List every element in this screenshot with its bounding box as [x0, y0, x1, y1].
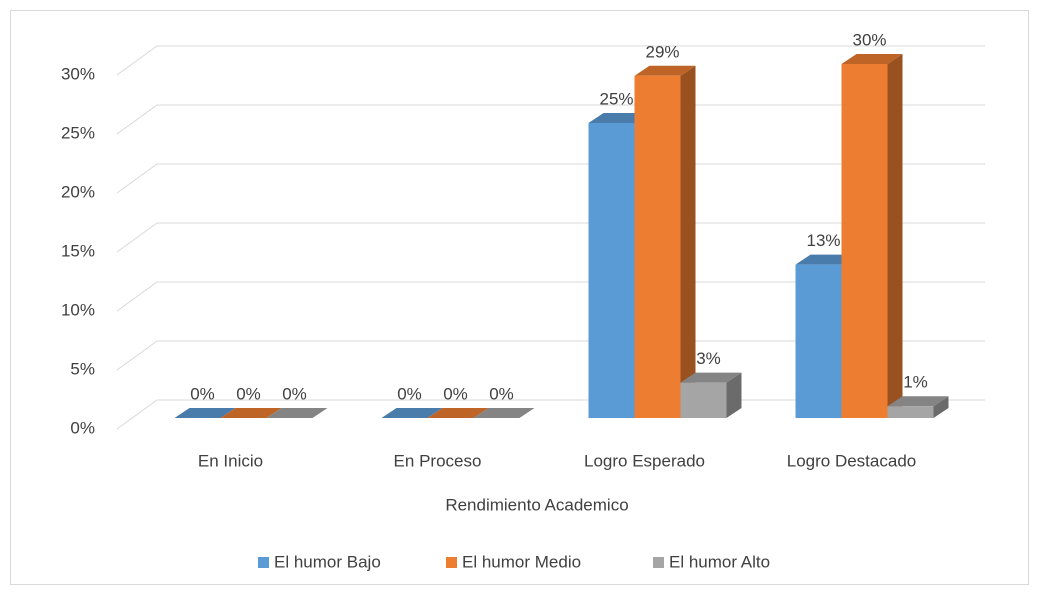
value-label: 0% [489, 384, 514, 403]
grid-line [116, 163, 985, 194]
x-tick-label: En Inicio [198, 451, 263, 470]
bar [680, 372, 742, 418]
bar-face [726, 372, 742, 418]
y-tick-label: 0% [70, 418, 95, 437]
legend-swatch [446, 557, 457, 568]
value-label: 0% [282, 384, 307, 403]
bar-face [795, 264, 842, 418]
x-axis-title: Rendimiento Academico [445, 495, 628, 514]
x-tick-label: Logro Esperado [584, 451, 705, 470]
legend-label: El humor Alto [669, 552, 770, 571]
bar-face [680, 372, 742, 383]
legend-label: El humor Bajo [274, 552, 381, 571]
bar-face [427, 408, 489, 418]
grid-line [116, 281, 985, 312]
x-tick-label: En Proceso [394, 451, 482, 470]
bar [266, 408, 328, 418]
y-tick-label: 10% [61, 300, 95, 319]
y-tick-label: 5% [70, 359, 95, 378]
y-tick-label: 25% [61, 123, 95, 142]
bar [174, 408, 236, 418]
bar-face [887, 54, 903, 418]
bar-face [795, 254, 857, 265]
legend-label: El humor Medio [462, 552, 581, 571]
bar-face [588, 123, 635, 418]
bar-face [680, 65, 696, 419]
bar-face [473, 408, 535, 418]
bar-face [266, 408, 328, 418]
x-tick-label: Logro Destacado [787, 451, 916, 470]
bar [220, 408, 282, 418]
bar-face [220, 408, 282, 418]
bar-face [887, 406, 934, 418]
bar-face [841, 54, 903, 64]
bar-face [174, 408, 236, 418]
grid-line [116, 222, 985, 253]
y-tick-label: 15% [61, 241, 95, 260]
value-label: 1% [903, 373, 928, 392]
bar [887, 396, 949, 418]
y-tick-label: 30% [61, 64, 95, 83]
legend-swatch [258, 557, 269, 568]
bar-face [588, 113, 650, 123]
bar [841, 54, 903, 418]
bar [427, 408, 489, 418]
grid-line [116, 45, 985, 76]
grid-line [116, 104, 985, 135]
grid-line [116, 340, 985, 371]
bar-face [680, 382, 727, 418]
bar-face [887, 396, 949, 407]
value-label: 25% [599, 89, 633, 108]
bar-face [634, 75, 681, 419]
value-label: 0% [236, 384, 261, 403]
bar-face [933, 396, 949, 418]
value-label: 0% [397, 384, 422, 403]
bar [473, 408, 535, 418]
value-label: 29% [645, 42, 679, 61]
bar-face [634, 65, 696, 76]
legend-swatch [653, 557, 664, 568]
value-label: 13% [806, 231, 840, 250]
value-label: 30% [852, 30, 886, 49]
y-tick-label: 20% [61, 182, 95, 201]
bar-face [841, 64, 888, 418]
bar [634, 65, 696, 419]
value-label: 0% [443, 384, 468, 403]
value-label: 0% [190, 384, 215, 403]
value-label: 3% [696, 349, 721, 368]
bar-face [381, 408, 443, 418]
bar [381, 408, 443, 418]
